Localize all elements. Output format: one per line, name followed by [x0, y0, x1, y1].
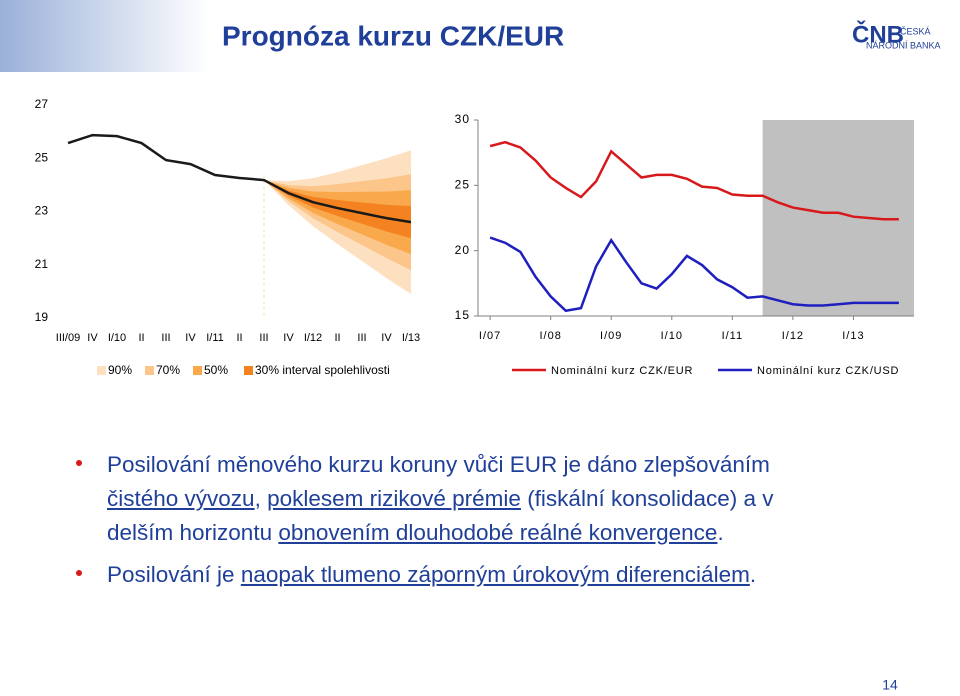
legend-label: 70%	[156, 363, 180, 377]
x-tick-label: IV	[185, 332, 196, 344]
legend-swatch	[244, 366, 253, 375]
y-tick-label: 27	[35, 97, 49, 111]
legend-label: 90%	[108, 363, 132, 377]
bullet-text: .	[749, 562, 757, 587]
x-tick-label: I/10	[108, 332, 126, 344]
x-tick-label: I/12	[304, 332, 322, 344]
bullet-text: čistého vývozu	[107, 486, 255, 511]
legend-label: Nominální kurz CZK/USD	[757, 365, 899, 377]
legend-label: Nominální kurz CZK/EUR	[551, 365, 693, 377]
x-tick-label: II	[334, 332, 340, 344]
bullet-text: .	[717, 520, 724, 545]
y-tick-label: 25	[455, 178, 470, 192]
bullet-list: Posilování měnového kurzu koruny vůči EU…	[70, 448, 830, 600]
x-tick-label: II	[138, 332, 144, 344]
x-tick-label: IV	[283, 332, 294, 344]
x-tick-label: I/09	[600, 330, 622, 342]
x-tick-label: III	[357, 332, 366, 344]
bullet: Posilování měnového kurzu koruny vůči EU…	[70, 448, 830, 550]
series-line	[489, 236, 899, 313]
x-tick-label: I/13	[842, 330, 864, 342]
y-tick-label: 21	[35, 257, 49, 271]
bullet-text: (fiskální konsolidace) a v delším horizo…	[107, 486, 774, 545]
central-line	[67, 133, 412, 224]
y-tick-label: 25	[35, 150, 49, 164]
x-tick-label: IV	[87, 332, 98, 344]
y-tick-label: 19	[35, 310, 49, 324]
logo-mark: ČNB	[852, 20, 904, 48]
forecast-shade	[762, 120, 914, 316]
bullet-text: Posilování měnového kurzu koruny vůči EU…	[107, 452, 770, 477]
slide-title: Prognóza kurzu CZK/EUR	[222, 20, 564, 51]
legend-swatch	[145, 366, 154, 375]
bullet-text: ,	[254, 486, 268, 511]
bullet-text: poklesem rizikové prémie	[267, 486, 521, 511]
x-tick-label: III	[259, 332, 268, 344]
series-line	[489, 140, 899, 221]
x-tick-label: I/08	[539, 330, 561, 342]
x-tick-label: I/13	[402, 332, 420, 344]
header-mosaic	[0, 0, 210, 72]
y-tick-label: 20	[455, 243, 470, 257]
x-tick-label: I/11	[722, 330, 744, 342]
y-tick-label: 15	[455, 308, 470, 322]
bullet-text: naopak tlumeno záporným úrokovým diferen…	[240, 562, 750, 587]
bullet-text: Posilování je	[107, 562, 241, 587]
legend-label: 30% interval spolehlivosti	[255, 363, 390, 377]
x-tick-label: I/12	[782, 330, 804, 342]
legend-label: 50%	[204, 363, 228, 377]
bullet: Posilování je naopak tlumeno záporným úr…	[70, 558, 830, 592]
y-tick-label: 23	[35, 204, 49, 218]
legend-swatch	[193, 366, 202, 375]
x-tick-label: I/07	[479, 330, 501, 342]
page-number: 14	[882, 677, 898, 693]
x-tick-label: II	[236, 332, 242, 344]
x-tick-label: IV	[381, 332, 392, 344]
logo-line: NÁRODNÍ BANKA	[866, 40, 941, 50]
x-tick-label: I/10	[661, 330, 683, 342]
x-tick-label: III	[161, 332, 170, 344]
x-tick-label: III/09	[56, 332, 80, 344]
bullet-text: obnovením dlouhodobé reálné konvergence	[278, 520, 718, 545]
x-tick-label: I/11	[206, 332, 224, 344]
logo-line: ČESKÁ	[900, 26, 931, 36]
legend-swatch	[97, 366, 106, 375]
y-tick-label: 30	[455, 112, 470, 126]
